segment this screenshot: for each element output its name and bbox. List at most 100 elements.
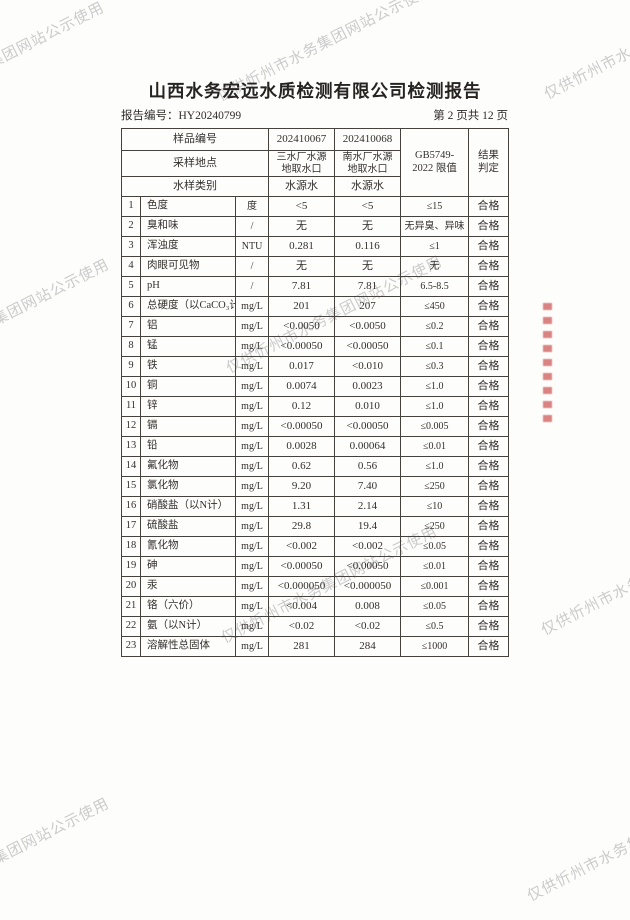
sample1-value: 201 xyxy=(268,296,336,317)
row-number: 12 xyxy=(121,416,141,437)
limit-value: ≤0.05 xyxy=(400,536,470,557)
row-number: 4 xyxy=(121,256,141,277)
result-judgment: 合格 xyxy=(468,296,510,317)
result-judgment: 合格 xyxy=(468,596,510,617)
limit-value: ≤1 xyxy=(400,236,470,257)
unit-value: mg/L xyxy=(234,556,270,577)
result-judgment: 合格 xyxy=(468,556,510,577)
row-number: 2 xyxy=(121,216,141,237)
sample1-value: 1.31 xyxy=(268,496,336,517)
unit-value: mg/L xyxy=(234,396,270,417)
table-row: 21 铬（六价） mg/L <0.004 0.008 ≤0.05 合格 xyxy=(121,596,510,617)
results-tbody: 样品编号 202410067 202410068 GB5749- 2022 限值… xyxy=(120,128,510,657)
result-judgment: 合格 xyxy=(468,196,510,217)
limit-value: ≤0.001 xyxy=(400,576,470,597)
result-judgment: 合格 xyxy=(468,216,510,237)
result-judgment: 合格 xyxy=(468,616,510,637)
sample1-value: <0.00050 xyxy=(268,336,336,357)
sample1-value: 无 xyxy=(268,216,336,237)
header-row-sample-no: 样品编号 202410067 202410068 GB5749- 2022 限值… xyxy=(120,128,510,197)
result-judgment: 合格 xyxy=(468,376,510,397)
sample1-value: <0.00050 xyxy=(268,416,336,437)
limit-value: ≤0.005 xyxy=(400,416,470,437)
sample2-value: 2.14 xyxy=(334,496,402,517)
parameter-name: 镉 xyxy=(140,416,236,437)
sample-no-2: 202410068 xyxy=(334,128,402,151)
parameter-name: 硝酸盐（以N计） xyxy=(140,496,236,517)
table-row: 5 pH / 7.81 7.81 6.5-8.5 合格 xyxy=(121,276,510,297)
parameter-name: 铬（六价） xyxy=(140,596,236,617)
sample1-value: <0.00050 xyxy=(268,556,336,577)
sample1-value: <5 xyxy=(268,196,336,217)
header-row-site: 采样地点 三水厂水源 地取水口 南水厂水源 地取水口 xyxy=(120,150,509,177)
unit-value: 度 xyxy=(234,196,270,217)
site-label: 采样地点 xyxy=(120,150,270,177)
sample1-value: 0.12 xyxy=(268,396,336,417)
result-judgment: 合格 xyxy=(468,276,510,297)
unit-value: mg/L xyxy=(234,616,270,637)
limit-value: ≤0.3 xyxy=(400,356,470,377)
result-judgment: 合格 xyxy=(468,456,510,477)
parameter-name: 氰化物 xyxy=(140,536,236,557)
sample2-value: 0.008 xyxy=(334,596,402,617)
row-number: 13 xyxy=(121,436,141,457)
parameter-name: 肉眼可见物 xyxy=(140,256,236,277)
unit-value: mg/L xyxy=(234,416,270,437)
sample1-value: 29.8 xyxy=(268,516,336,537)
table-row: 3 浑浊度 NTU 0.281 0.116 ≤1 合格 xyxy=(121,236,510,257)
category-1: 水源水 xyxy=(268,176,336,197)
unit-value: mg/L xyxy=(234,576,270,597)
unit-value: mg/L xyxy=(234,456,270,477)
parameter-name: 氨（以N计） xyxy=(140,616,236,637)
site-2: 南水厂水源 地取水口 xyxy=(334,150,402,177)
row-number: 14 xyxy=(121,456,141,477)
unit-value: mg/L xyxy=(234,356,270,377)
sample1-value: 0.017 xyxy=(268,356,336,377)
unit-value: / xyxy=(234,256,270,277)
unit-value: mg/L xyxy=(234,316,270,337)
parameter-name: 氟化物 xyxy=(140,456,236,477)
sample2-value: 0.010 xyxy=(334,396,402,417)
table-row: 15 氯化物 mg/L 9.20 7.40 ≤250 合格 xyxy=(121,476,510,497)
sample-no-1: 202410067 xyxy=(268,128,336,151)
result-judgment: 合格 xyxy=(468,476,510,497)
table-row: 2 臭和味 / 无 无 无异臭、异味 合格 xyxy=(121,216,510,237)
parameter-name: 色度 xyxy=(140,196,236,217)
sample1-value: 0.0074 xyxy=(268,376,336,397)
parameter-name: 铝 xyxy=(140,316,236,337)
result-judgment: 合格 xyxy=(468,496,510,517)
sample1-value: <0.02 xyxy=(268,616,336,637)
sample2-value: 0.116 xyxy=(334,236,402,257)
result-column-header: 结果 判定 xyxy=(468,128,510,197)
sample2-value: <0.000050 xyxy=(334,576,402,597)
limit-value: ≤450 xyxy=(400,296,470,317)
sample2-value: 19.4 xyxy=(334,516,402,537)
table-row: 8 锰 mg/L <0.00050 <0.00050 ≤0.1 合格 xyxy=(121,336,510,357)
sample1-value: <0.000050 xyxy=(268,576,336,597)
table-row: 22 氨（以N计） mg/L <0.02 <0.02 ≤0.5 合格 xyxy=(121,616,510,637)
table-row: 14 氟化物 mg/L 0.62 0.56 ≤1.0 合格 xyxy=(121,456,510,477)
row-number: 10 xyxy=(121,376,141,397)
sample1-value: 281 xyxy=(268,636,336,657)
report-number-label: 报告编号： xyxy=(121,110,179,122)
table-row: 12 镉 mg/L <0.00050 <0.00050 ≤0.005 合格 xyxy=(121,416,510,437)
table-row: 13 铅 mg/L 0.0028 0.00064 ≤0.01 合格 xyxy=(121,436,510,457)
sample2-value: <0.0050 xyxy=(334,316,402,337)
parameter-name: 铅 xyxy=(140,436,236,457)
result-judgment: 合格 xyxy=(468,436,510,457)
sample2-value: <5 xyxy=(334,196,402,217)
row-number: 16 xyxy=(121,496,141,517)
parameter-name: 氯化物 xyxy=(140,476,236,497)
sample1-value: 0.62 xyxy=(268,456,336,477)
table-row: 16 硝酸盐（以N计） mg/L 1.31 2.14 ≤10 合格 xyxy=(121,496,510,517)
limit-column-header: GB5749- 2022 限值 xyxy=(400,128,470,197)
table-row: 18 氰化物 mg/L <0.002 <0.002 ≤0.05 合格 xyxy=(121,536,510,557)
result-judgment: 合格 xyxy=(468,336,510,357)
table-row: 17 硫酸盐 mg/L 29.8 19.4 ≤250 合格 xyxy=(121,516,510,537)
meta-line: 报告编号：HY20240799 第 2 页共 12 页 xyxy=(121,107,508,123)
table-row: 7 铝 mg/L <0.0050 <0.0050 ≤0.2 合格 xyxy=(121,316,510,337)
limit-value: ≤0.1 xyxy=(400,336,470,357)
sample2-value: <0.002 xyxy=(334,536,402,557)
limit-value: ≤0.01 xyxy=(400,436,470,457)
row-number: 3 xyxy=(121,236,141,257)
